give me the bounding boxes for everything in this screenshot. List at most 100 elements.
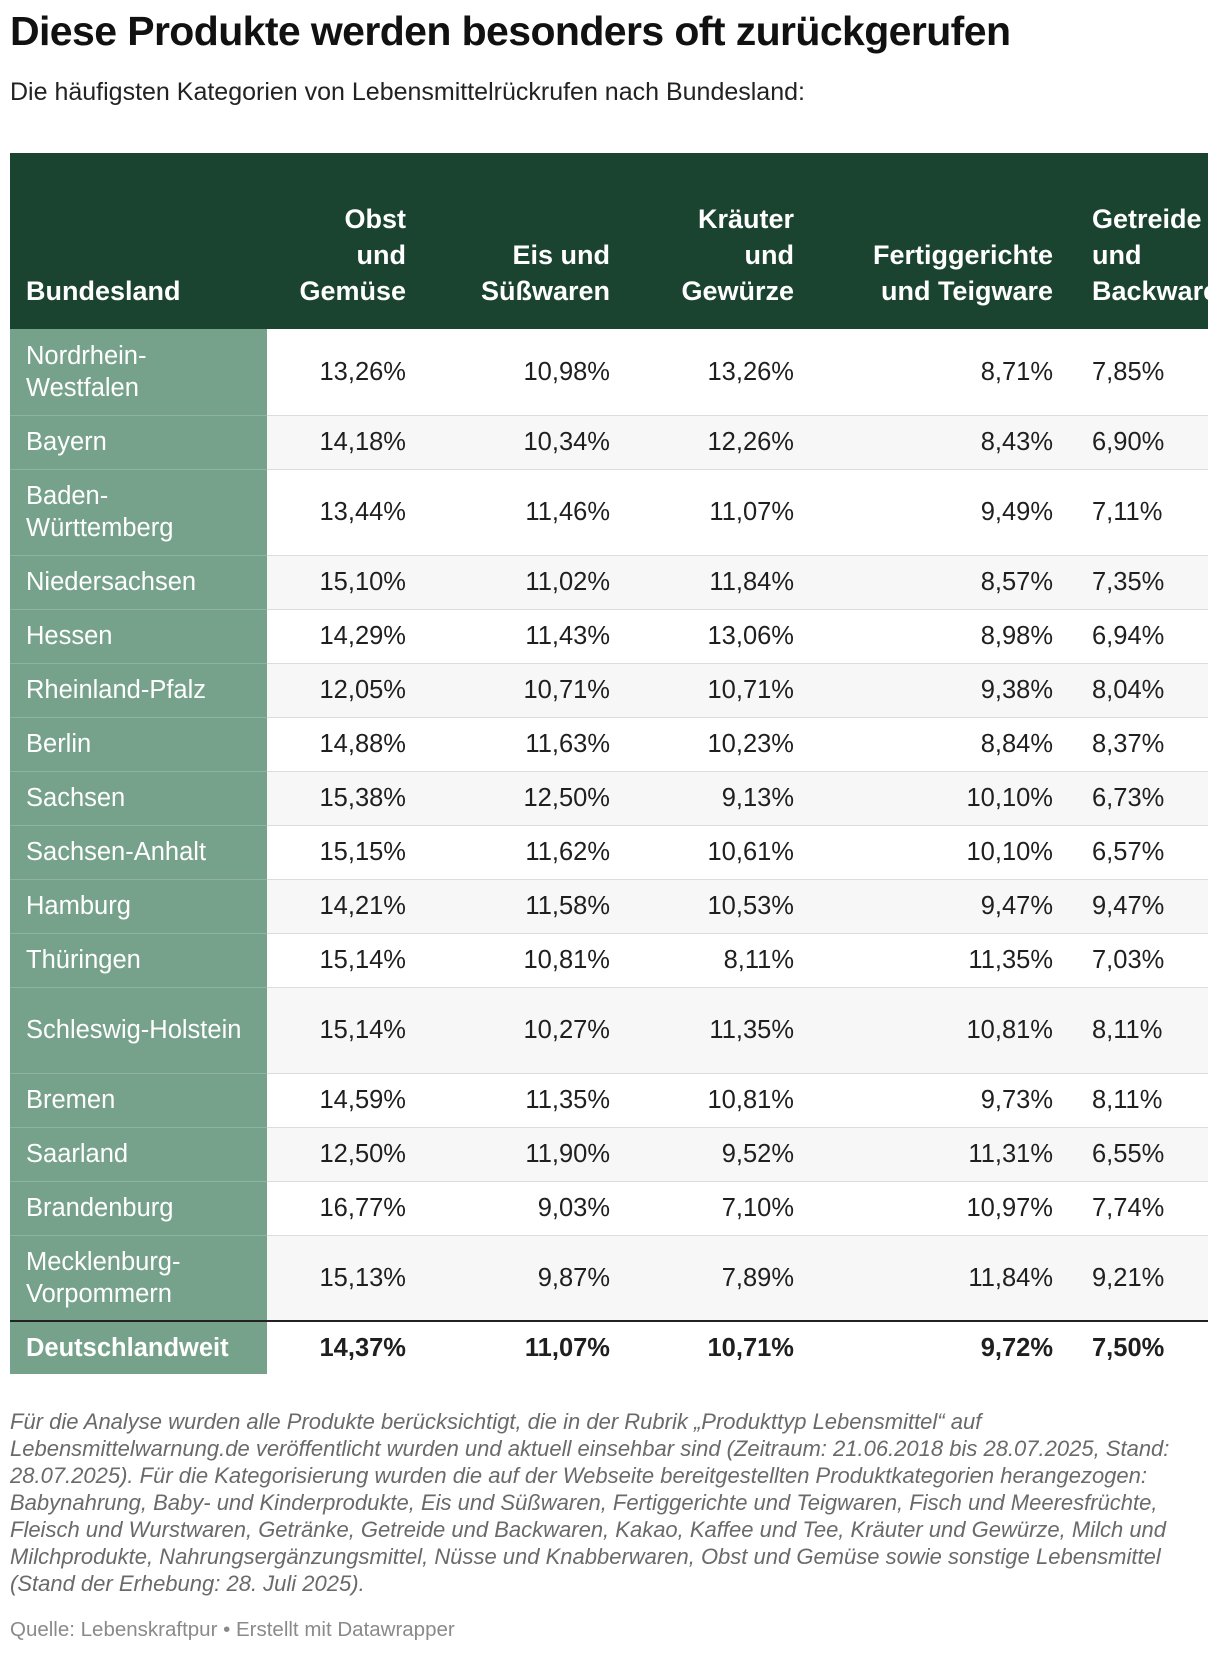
value-cell: 9,47%: [811, 879, 1070, 934]
column-header-line: und: [356, 240, 406, 270]
data-table-container[interactable]: Bundesland Obst und Gemüse Eis und Süßwaren Kr…: [10, 153, 1208, 1374]
value-cell: 13,26%: [627, 329, 811, 416]
value-cell: 10,71%: [423, 663, 627, 718]
value-cell: 10,34%: [423, 415, 627, 470]
value-cell: 7,03%: [1070, 933, 1208, 988]
value-cell: 9,73%: [811, 1073, 1070, 1128]
value-cell: 12,50%: [267, 1127, 423, 1182]
table-row: Hamburg 14,21% 11,58% 10,53% 9,47% 9,47%: [10, 879, 1208, 934]
state-name-cell: Sachsen-Anhalt: [10, 825, 267, 880]
footnote: Für die Analyse wurden alle Produkte ber…: [10, 1409, 1170, 1596]
table-row: Bremen 14,59% 11,35% 10,81% 9,73% 8,11%: [10, 1073, 1208, 1128]
value-cell: 9,87%: [423, 1235, 627, 1322]
value-cell: 11,35%: [423, 1073, 627, 1128]
value-cell: 9,52%: [627, 1127, 811, 1182]
value-cell: 11,46%: [423, 469, 627, 556]
column-header-line: Eis und: [512, 240, 610, 270]
value-cell: 7,35%: [1070, 555, 1208, 610]
value-cell: 8,84%: [811, 717, 1070, 772]
table-row: Sachsen 15,38% 12,50% 9,13% 10,10% 6,73%: [10, 771, 1208, 826]
value-cell: 11,02%: [423, 555, 627, 610]
value-cell: 8,98%: [811, 609, 1070, 664]
state-name-cell: Baden-Württemberg: [10, 469, 267, 556]
source-credit: Quelle: Lebenskraftpur • Erstellt mit Da…: [10, 1618, 455, 1641]
column-header-line: Getreide: [1092, 204, 1202, 234]
table-row: Saarland 12,50% 11,90% 9,52% 11,31% 6,55%: [10, 1127, 1208, 1182]
table-row: Nordrhein-Westfalen 13,26% 10,98% 13,26% 8,7…: [10, 329, 1208, 416]
value-cell: 9,13%: [627, 771, 811, 826]
table-row: Bayern 14,18% 10,34% 12,26% 8,43% 6,90%: [10, 415, 1208, 470]
total-value-cell: 11,07%: [423, 1320, 627, 1374]
state-name-cell: Thüringen: [10, 933, 267, 988]
state-name-cell: Sachsen: [10, 771, 267, 826]
value-cell: 14,29%: [267, 609, 423, 664]
value-cell: 13,06%: [627, 609, 811, 664]
value-cell: 15,38%: [267, 771, 423, 826]
value-cell: 10,27%: [423, 987, 627, 1074]
table-row: Rheinland-Pfalz 12,05% 10,71% 10,71% 9,38% 8,…: [10, 663, 1208, 718]
table-row: Niedersachsen 15,10% 11,02% 11,84% 8,57% 7,35…: [10, 555, 1208, 610]
value-cell: 13,26%: [267, 329, 423, 416]
column-header: Kräuter und Gewürze: [627, 153, 811, 329]
column-header-line: und: [1092, 240, 1142, 270]
value-cell: 11,84%: [627, 555, 811, 610]
column-header-line: Bundesland: [26, 276, 181, 306]
value-cell: 11,35%: [811, 933, 1070, 988]
value-cell: 8,43%: [811, 415, 1070, 470]
column-header-line: und: [744, 240, 794, 270]
value-cell: 11,58%: [423, 879, 627, 934]
value-cell: 12,05%: [267, 663, 423, 718]
value-cell: 15,13%: [267, 1235, 423, 1322]
state-name-cell: Berlin: [10, 717, 267, 772]
value-cell: 11,63%: [423, 717, 627, 772]
column-header: Eis und Süßwaren: [423, 153, 627, 329]
column-header-line: Kräuter: [697, 204, 794, 234]
value-cell: 6,57%: [1070, 825, 1208, 880]
column-header: Fertiggerichte und Teigware: [811, 153, 1070, 329]
value-cell: 6,94%: [1070, 609, 1208, 664]
chart-title: Diese Produkte werden besonders oft zurü…: [10, 8, 1011, 54]
value-cell: 8,11%: [627, 933, 811, 988]
value-cell: 11,84%: [811, 1235, 1070, 1322]
value-cell: 10,81%: [627, 1073, 811, 1128]
value-cell: 15,14%: [267, 933, 423, 988]
table-row: Thüringen 15,14% 10,81% 8,11% 11,35% 7,03%: [10, 933, 1208, 988]
table-row: Hessen 14,29% 11,43% 13,06% 8,98% 6,94%: [10, 609, 1208, 664]
value-cell: 7,74%: [1070, 1181, 1208, 1236]
value-cell: 9,21%: [1070, 1235, 1208, 1322]
table-body: Nordrhein-Westfalen 13,26% 10,98% 13,26% 8,7…: [10, 329, 1208, 1322]
column-header-bundesland: Bundesland: [10, 153, 267, 329]
value-cell: 8,71%: [811, 329, 1070, 416]
state-name-cell: Bremen: [10, 1073, 267, 1128]
value-cell: 11,35%: [627, 987, 811, 1074]
column-header-line: Gewürze: [681, 276, 794, 306]
value-cell: 10,98%: [423, 329, 627, 416]
value-cell: 6,90%: [1070, 415, 1208, 470]
value-cell: 6,73%: [1070, 771, 1208, 826]
value-cell: 13,44%: [267, 469, 423, 556]
value-cell: 11,90%: [423, 1127, 627, 1182]
state-name-cell: Schleswig-Holstein: [10, 987, 267, 1074]
value-cell: 9,38%: [811, 663, 1070, 718]
value-cell: 10,81%: [423, 933, 627, 988]
chart-subtitle: Die häufigsten Kategorien von Lebensmitt…: [10, 78, 805, 106]
value-cell: 6,55%: [1070, 1127, 1208, 1182]
value-cell: 10,53%: [627, 879, 811, 934]
value-cell: 14,21%: [267, 879, 423, 934]
table-total-row: Deutschlandweit 14,37% 11,07% 10,71% 9,72% 7,…: [10, 1320, 1208, 1374]
value-cell: 14,18%: [267, 415, 423, 470]
value-cell: 10,97%: [811, 1181, 1070, 1236]
state-name-cell: Mecklenburg-Vorpommern: [10, 1235, 267, 1322]
value-cell: 14,59%: [267, 1073, 423, 1128]
value-cell: 9,47%: [1070, 879, 1208, 934]
value-cell: 7,10%: [627, 1181, 811, 1236]
value-cell: 11,62%: [423, 825, 627, 880]
value-cell: 14,88%: [267, 717, 423, 772]
table-row: Berlin 14,88% 11,63% 10,23% 8,84% 8,37%: [10, 717, 1208, 772]
column-header-line: und Teigware: [880, 276, 1053, 306]
value-cell: 11,07%: [627, 469, 811, 556]
value-cell: 16,77%: [267, 1181, 423, 1236]
state-name-cell: Nordrhein-Westfalen: [10, 329, 267, 416]
total-value-cell: 7,50%: [1070, 1320, 1208, 1374]
state-name-cell: Hessen: [10, 609, 267, 664]
